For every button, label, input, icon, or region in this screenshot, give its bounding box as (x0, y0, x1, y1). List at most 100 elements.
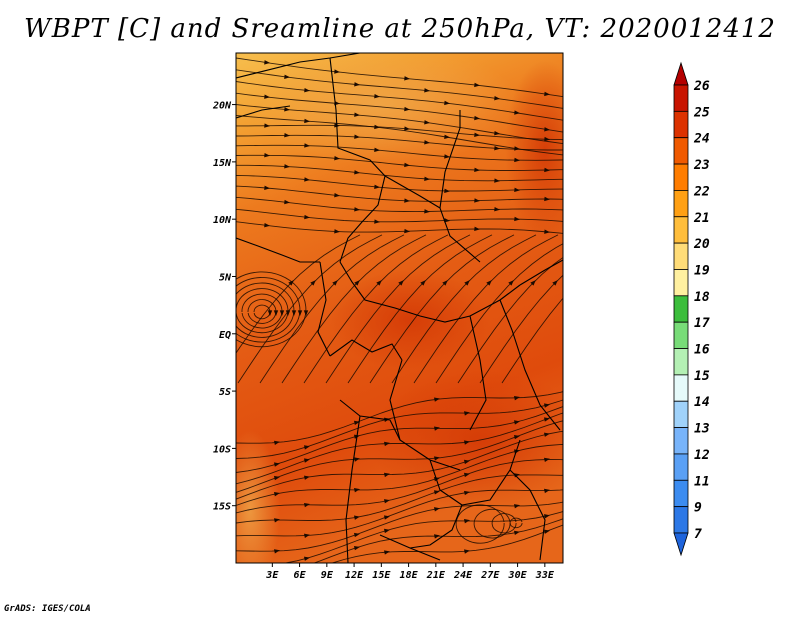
colorbar-label: 7 (694, 527, 702, 542)
streamline-arrow (264, 123, 270, 128)
streamline (259, 234, 405, 384)
streamline (236, 412, 563, 485)
streamline-arrow (494, 207, 500, 212)
streamline-arrow (543, 488, 550, 494)
streamline-arrow (463, 411, 470, 416)
streamline-arrow (463, 519, 470, 524)
streamline-arrow (273, 440, 280, 446)
streamline-arrow (303, 533, 310, 538)
colorbar-extend-min (673, 532, 689, 557)
streamline-arrow (404, 198, 410, 203)
colorbar-segment (673, 506, 689, 534)
colorbar-label: 26 (693, 79, 710, 94)
streamline-arrow (284, 164, 290, 169)
streamline-arrow (474, 82, 480, 88)
lat-tick-label: EQ (219, 330, 231, 341)
colorbar-label: 12 (694, 448, 710, 463)
colorbar-label: 15 (694, 369, 710, 384)
streamline-arrow (353, 457, 360, 462)
streamline-arrow (374, 94, 380, 99)
streamline (241, 293, 283, 329)
streamline-arrow (304, 118, 310, 124)
streamline-arrow (353, 532, 360, 538)
streamline-arrow (508, 280, 514, 286)
colorbar-label: 22 (693, 184, 710, 199)
wbpt-shaded-field (236, 53, 563, 563)
streamline (236, 288, 289, 334)
streamline (312, 518, 563, 563)
streamline-arrow (304, 177, 310, 182)
colorbar-segment (673, 137, 689, 165)
streamline-arrow (273, 475, 280, 481)
streamline-arrow (279, 310, 285, 316)
colorbar-segment (673, 295, 689, 323)
streamline-arrow (474, 115, 480, 121)
colorbar-label: 19 (694, 263, 710, 278)
streamline-arrow (544, 127, 550, 132)
streamline (236, 81, 563, 121)
streamline-arrow (424, 140, 430, 145)
colorbar-label: 23 (693, 158, 710, 173)
colorbar-segment (673, 321, 689, 349)
colorbar-segment (673, 216, 689, 244)
streamline-arrow (304, 87, 310, 93)
streamline-arrow (273, 492, 280, 497)
streamline (282, 511, 563, 563)
colorbar-segment (673, 269, 689, 297)
streamline-arrow (404, 76, 410, 81)
colorbar-segment (673, 479, 689, 508)
colorbar-label: 24 (693, 132, 710, 147)
streamline-arrow (513, 434, 520, 440)
streamline-arrow (424, 176, 430, 181)
colorbar-label: 14 (694, 395, 710, 410)
streamline-arrow (444, 188, 450, 193)
streamline-arrow (433, 426, 440, 431)
streamline-arrow (354, 112, 360, 117)
streamline-arrow (474, 198, 480, 203)
colorbar-label: 16 (694, 343, 710, 358)
colorbar-label: 25 (693, 105, 710, 120)
streamline-arrow (334, 229, 340, 234)
streamline (501, 297, 563, 384)
streamline (391, 234, 537, 384)
streamline (413, 234, 559, 384)
streamline-arrow (304, 143, 310, 148)
lon-tick-label: 18E (400, 570, 419, 581)
streamline-arrow (273, 518, 280, 523)
streamline-arrow (334, 156, 340, 161)
streamline (236, 474, 563, 524)
streamline (236, 430, 563, 500)
streamline-arrow (264, 152, 270, 158)
streamline (236, 114, 563, 156)
lon-tick-label: 24E (453, 570, 473, 581)
streamline-arrow (303, 475, 310, 480)
colorbar-label: 21 (693, 211, 710, 226)
streamline-arrow (288, 280, 294, 286)
streamline-arrow (463, 549, 470, 554)
streamline-arrow (354, 280, 360, 286)
streamline (236, 444, 563, 507)
streamline-arrow (383, 472, 390, 478)
streamline-arrow (374, 147, 380, 152)
streamline-arrow (544, 196, 550, 202)
streamline-arrow (353, 420, 360, 426)
streamline-arrow (552, 280, 558, 286)
colorbar-segment (673, 374, 689, 402)
streamline-arrow (513, 396, 520, 401)
streamline-arrow (442, 280, 448, 286)
streamline (455, 504, 505, 544)
streamline-arrow (273, 310, 279, 316)
streamline-arrow (514, 187, 520, 192)
streamline (236, 420, 563, 493)
plot-frame (235, 52, 564, 564)
streamline-arrow (404, 162, 410, 168)
streamline-arrow (543, 403, 550, 408)
lon-tick-label: 9E (321, 570, 334, 581)
axis-ticks: 3E 6E 9E 12E 15E 18E 21E 24E 27E 30E 33E 20N 15N 10N 5… (212, 101, 555, 581)
colorbar-label: 20 (693, 237, 710, 252)
streamline (347, 234, 493, 384)
streamline-arrow (353, 488, 360, 493)
streamline-arrow (543, 514, 550, 519)
lon-tick-label: 27E (480, 570, 500, 581)
